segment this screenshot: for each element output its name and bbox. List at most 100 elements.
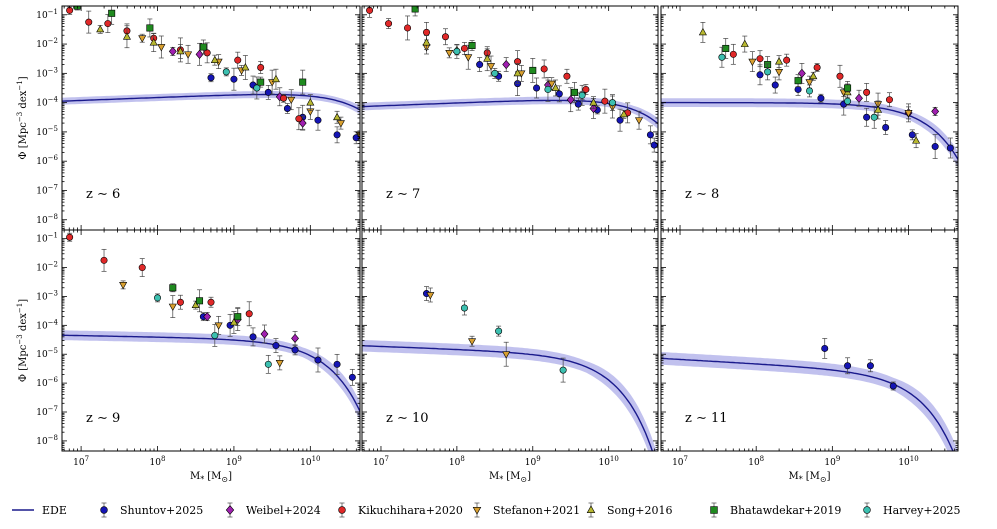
marker-song-2016 — [740, 39, 749, 47]
legend-item-shuntov-2025: Shuntov+2025 — [100, 502, 203, 518]
y-tick-exp: −4 — [48, 96, 59, 104]
x-tick-base: 10 — [226, 458, 238, 468]
marker-shuntov-2025 — [863, 113, 871, 121]
marker-shuntov-2025 — [844, 362, 852, 370]
ede-line — [661, 101, 958, 160]
y-tick-base: 10 — [36, 11, 48, 21]
marker-kikuchihara-2020 — [234, 56, 242, 64]
panel-plot-area — [661, 22, 958, 168]
legend-label: EDE — [42, 504, 67, 517]
x-tick-label: 107 — [373, 455, 389, 468]
marker-song-2016 — [775, 57, 784, 65]
marker-song-2016 — [698, 27, 707, 36]
x-tick-exp: 10 — [910, 455, 919, 463]
marker-shuntov-2025 — [291, 346, 299, 354]
marker-stefanon-2021 — [805, 79, 814, 87]
x-tick-exp: 8 — [161, 455, 165, 463]
y-tick-label: 10−7 — [36, 405, 58, 418]
x-label-unit-sub: ⊙ — [820, 475, 827, 484]
marker-kikuchihara-2020 — [783, 56, 791, 64]
marker-harvey-2025 — [805, 87, 813, 95]
panel-plot-area — [661, 338, 958, 451]
y-label-mid: dex — [18, 90, 29, 111]
x-tick-base: 10 — [525, 458, 537, 468]
marker-harvey-2025 — [491, 69, 499, 77]
marker-shuntov-2025 — [333, 131, 341, 139]
y-tick-base: 10 — [36, 350, 48, 360]
x-tick-base: 10 — [150, 458, 162, 468]
marker-bhatawdekar-2019 — [169, 284, 177, 292]
y-tick-exp: −2 — [48, 37, 58, 45]
ede-line — [62, 334, 360, 412]
marker-stefanon-2021 — [775, 69, 784, 77]
marker-harvey-2025 — [544, 85, 552, 93]
y-label-mid: dex — [18, 313, 29, 334]
x-tick-exp: 7 — [85, 455, 89, 463]
marker-harvey-2025 — [608, 99, 616, 107]
marker-kikuchihara-2020 — [85, 18, 93, 26]
y-label-sup2: −1 — [16, 80, 24, 90]
marker-song-2016 — [483, 54, 492, 62]
marker-shuntov-2025 — [249, 333, 257, 341]
ede-line — [362, 99, 658, 125]
marker-kikuchihara-2020 — [601, 97, 609, 105]
y-tick-label: 10−2 — [36, 37, 58, 50]
marker-stefanon-2021 — [748, 58, 757, 67]
marker-kikuchihara-2020 — [138, 264, 146, 272]
y-tick-base: 10 — [36, 186, 48, 196]
x-tick-label: 109 — [525, 455, 541, 468]
ede-band — [362, 339, 657, 451]
marker-stefanon-2021 — [287, 96, 296, 105]
marker-stefanon-2021 — [486, 63, 496, 71]
x-label-unit: [M — [806, 471, 820, 482]
x-label-text: M — [489, 471, 499, 482]
legend-item-song-2016: Song+2016 — [586, 502, 673, 518]
marker-shuntov-2025 — [333, 360, 341, 368]
x-tick-base: 10 — [598, 458, 610, 468]
marker-kikuchihara-2020 — [245, 310, 253, 318]
marker-stefanon-2021 — [502, 351, 511, 359]
x-tick-label: 1010 — [598, 455, 618, 468]
y-tick-base: 10 — [36, 379, 48, 389]
marker-harvey-2025 — [453, 47, 461, 55]
x-tick-label: 108 — [449, 455, 465, 468]
legend-label: Shuntov+2025 — [120, 504, 203, 517]
marker-bhatawdekar-2019 — [196, 297, 204, 305]
marker-harvey-2025 — [764, 68, 772, 76]
x-tick-label: 107 — [672, 455, 688, 468]
marker-shuntov-2025 — [866, 362, 874, 370]
ede-band — [62, 91, 360, 115]
marker-harvey-2025 — [460, 304, 468, 312]
marker-stefanon-2021 — [426, 292, 435, 300]
x-label-sub: * — [499, 475, 503, 484]
redshift-label: z ∼ 8 — [685, 187, 719, 202]
legend-item-kikuchihara-2020: Kikuchihara+2020 — [338, 502, 463, 518]
x-label-sub: * — [200, 475, 204, 484]
marker-song-2016 — [333, 112, 342, 121]
x-label-unit: [M — [207, 471, 221, 482]
y-tick-exp: −3 — [48, 66, 58, 74]
marker-stefanon-2021 — [138, 35, 147, 43]
y-tick-base: 10 — [36, 69, 48, 79]
marker-bhatawdekar-2019 — [411, 6, 419, 13]
marker-shuntov-2025 — [207, 74, 215, 82]
x-tick-base: 10 — [672, 458, 684, 468]
marker-song-2016 — [589, 98, 598, 106]
marker-shuntov-2025 — [533, 84, 541, 92]
y-tick-label: 10−8 — [36, 434, 58, 447]
ede-line — [661, 357, 954, 451]
x-tick-exp: 9 — [836, 455, 840, 463]
x-tick-base: 10 — [300, 458, 312, 468]
marker-harvey-2025 — [211, 331, 219, 339]
y-label-sup2: −1 — [16, 303, 24, 313]
y-tick-label: 10−5 — [36, 125, 58, 138]
marker-harvey-2025 — [578, 91, 586, 99]
y-tick-base: 10 — [36, 40, 48, 50]
marker-bhatawdekar-2019 — [234, 313, 242, 321]
marker-song-2016 — [149, 38, 158, 46]
redshift-label: z ∼ 9 — [86, 411, 120, 426]
marker-kikuchihara-2020 — [66, 233, 74, 241]
legend-item-ede: EDE — [12, 504, 67, 517]
y-tick-exp: −8 — [48, 213, 58, 221]
